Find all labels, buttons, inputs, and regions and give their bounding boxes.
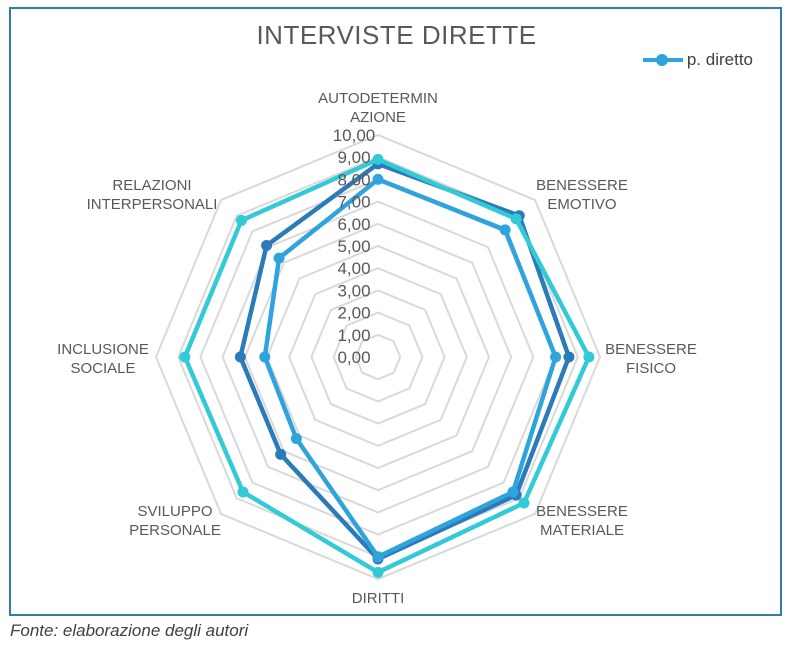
tick-label: 7,00: [337, 193, 370, 212]
axis-label: INTERPERSONALI: [87, 196, 218, 213]
data-point: [235, 214, 247, 226]
data-point: [510, 213, 522, 225]
data-point: [563, 351, 575, 363]
tick-label: 2,00: [337, 304, 370, 323]
tick-label: 6,00: [337, 215, 370, 234]
chart-frame: [9, 7, 782, 616]
axis-label: RELAZIONI: [112, 177, 191, 194]
source-caption: Fonte: elaborazione degli autori: [10, 621, 249, 640]
chart-title: INTERVISTE DIRETTE: [256, 20, 537, 50]
data-point: [550, 351, 562, 363]
tick-label: 8,00: [337, 170, 370, 189]
legend: p. diretto: [642, 50, 753, 70]
axis-label: BENESSERE: [605, 341, 697, 358]
axis-label: AZIONE: [350, 109, 406, 126]
axis-label: AUTODETERMIN: [318, 90, 438, 107]
axis-label: BENESSERE: [536, 177, 628, 194]
axis-label: BENESSERE: [536, 503, 628, 520]
data-point: [290, 433, 302, 445]
grid-ring: [221, 200, 535, 514]
grid-ring: [354, 333, 402, 381]
data-point: [372, 153, 384, 165]
data-point: [259, 351, 271, 363]
tick-label: 5,00: [337, 237, 370, 256]
data-point: [518, 497, 530, 509]
axis-label: FISICO: [626, 360, 676, 377]
legend-swatch: [642, 54, 683, 66]
data-point: [261, 240, 273, 252]
data-point: [273, 252, 285, 264]
data-point: [372, 173, 384, 185]
data-point: [372, 551, 384, 563]
axis-label: SOCIALE: [70, 360, 135, 377]
data-point: [372, 566, 384, 578]
tick-label: 9,00: [337, 148, 370, 167]
grid-ring: [265, 244, 491, 470]
axis-label: DIRITTI: [352, 590, 405, 607]
tick-label: 0,00: [337, 348, 370, 367]
tick-label: 3,00: [337, 281, 370, 300]
axis-label: PERSONALE: [129, 522, 221, 539]
data-point: [507, 486, 519, 498]
data-point: [237, 486, 249, 498]
tick-label: 10,00: [333, 126, 376, 145]
data-point: [499, 224, 511, 236]
data-point: [179, 351, 191, 363]
tick-label: 4,00: [337, 259, 370, 278]
data-point: [275, 448, 287, 460]
grid-ring: [154, 133, 602, 581]
data-point: [234, 351, 246, 363]
axis-label: EMOTIVO: [547, 196, 616, 213]
axis-label: SVILUPPO: [137, 503, 212, 520]
grid-ring: [310, 289, 446, 425]
grid-ring: [243, 222, 513, 492]
tick-label: 1,00: [337, 326, 370, 345]
axis-label: MATERIALE: [540, 522, 624, 539]
data-point: [583, 351, 595, 363]
legend-label: p. diretto: [686, 50, 753, 69]
series-line-3: [262, 177, 558, 560]
axis-label: INCLUSIONE: [57, 341, 149, 358]
grid-ring: [288, 267, 468, 447]
grid-ring: [332, 311, 424, 403]
